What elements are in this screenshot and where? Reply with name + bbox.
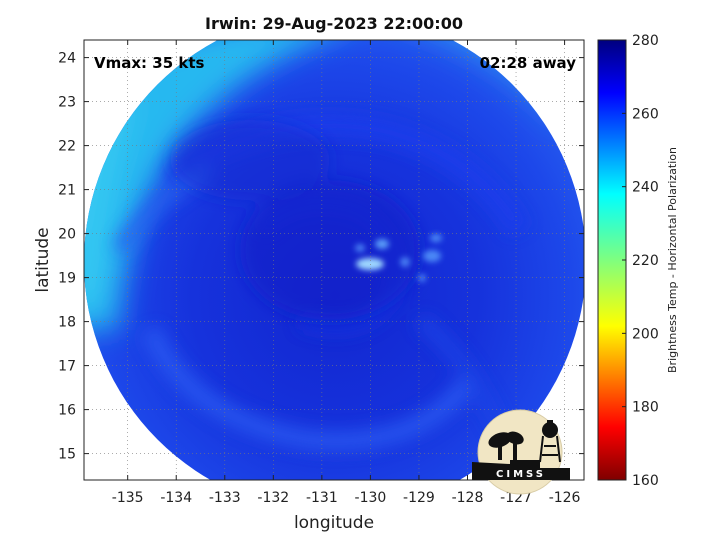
x-tick-label: -129 bbox=[403, 490, 435, 506]
map-grid bbox=[84, 40, 584, 480]
y-axis-title: latitude bbox=[33, 227, 53, 292]
colorbar-tick-label: 240 bbox=[632, 180, 659, 196]
y-tick-label: 23 bbox=[58, 95, 76, 111]
colorbar-tick-label: 220 bbox=[632, 253, 659, 269]
y-axis: 24 23 22 21 20 19 18 17 16 15 bbox=[58, 51, 584, 463]
y-tick-label: 24 bbox=[58, 51, 76, 67]
microwave-swath bbox=[84, 40, 584, 480]
cimss-logo-text: CIMSS bbox=[496, 469, 546, 480]
y-tick-label: 16 bbox=[58, 403, 76, 419]
x-tick-label: -128 bbox=[452, 490, 484, 506]
y-tick-label: 21 bbox=[58, 183, 76, 199]
colorbar bbox=[597, 39, 627, 481]
vmax-annotation: Vmax: 35 kts bbox=[94, 54, 204, 72]
cimss-logo: CIMSS bbox=[472, 409, 570, 495]
axes-frame bbox=[83, 39, 585, 481]
y-tick-label: 19 bbox=[58, 271, 76, 287]
y-tick-label: 18 bbox=[58, 315, 76, 331]
colorbar-tick-label: 200 bbox=[632, 326, 659, 342]
y-tick-label: 22 bbox=[58, 139, 76, 155]
colorbar-tick-label: 180 bbox=[632, 400, 659, 416]
x-axis-title: longitude bbox=[294, 513, 374, 533]
y-tick-label: 20 bbox=[58, 227, 76, 243]
colorbar-tick-label: 260 bbox=[632, 106, 659, 122]
colorbar-title: Brightness Temp - Horizontal Polarizatio… bbox=[666, 147, 679, 373]
x-tick-label: -133 bbox=[209, 490, 241, 506]
x-tick-label: -135 bbox=[112, 490, 144, 506]
y-tick-label: 15 bbox=[58, 447, 76, 463]
x-tick-label: -130 bbox=[355, 490, 387, 506]
x-tick-label: -132 bbox=[257, 490, 289, 506]
time-away-annotation: 02:28 away bbox=[480, 54, 577, 72]
colorbar-ticks: 280 260 240 220 200 180 160 bbox=[622, 33, 659, 489]
x-axis: -135 -134 -133 -132 -131 -130 -129 -128 -127 -126 bbox=[112, 40, 581, 506]
y-tick-label: 17 bbox=[58, 359, 76, 375]
map-title: Irwin: 29-Aug-2023 22:00:00 bbox=[205, 14, 463, 33]
x-tick-label: -126 bbox=[549, 490, 581, 506]
x-tick-label: -134 bbox=[160, 490, 192, 506]
colorbar-tick-label: 280 bbox=[632, 33, 659, 49]
x-tick-label: -131 bbox=[306, 490, 338, 506]
colorbar-tick-label: 160 bbox=[632, 473, 659, 489]
